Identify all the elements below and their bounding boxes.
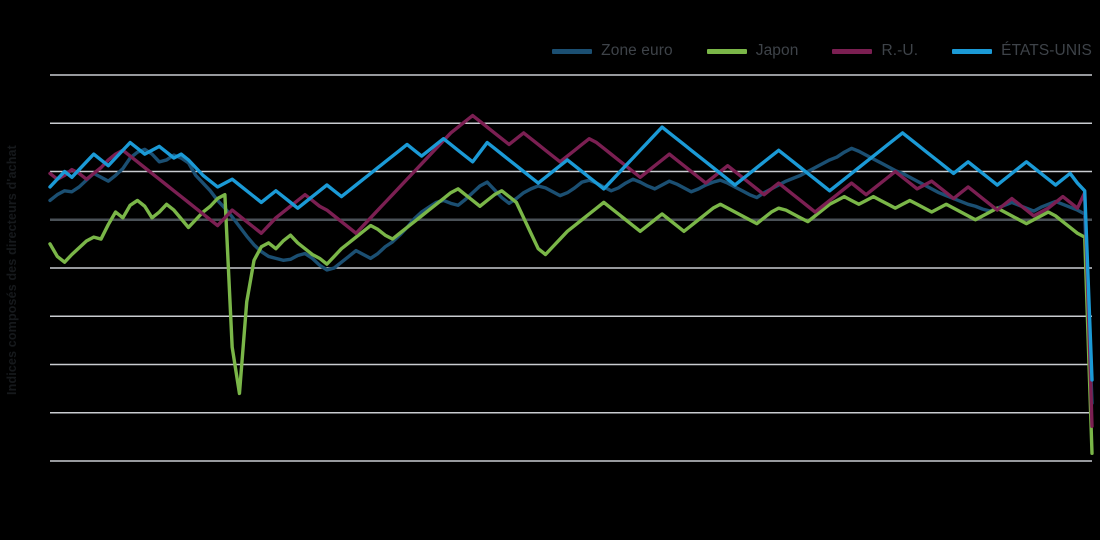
chart-legend: Zone euro Japon R.-U. ÉTATS-UNIS <box>0 38 1100 64</box>
series-lines <box>48 113 1094 455</box>
legend-swatch-etats-unis <box>952 48 993 54</box>
legend-label-etats-unis: ÉTATS-UNIS <box>1001 42 1092 60</box>
legend-swatch-zone-euro <box>552 48 593 54</box>
legend-item-zone-euro[interactable]: Zone euro <box>552 43 673 59</box>
legend-swatch-japon <box>706 48 747 54</box>
series-line-etats-unis <box>48 125 1094 382</box>
legend-label-ru: R.-U. <box>881 42 919 60</box>
legend-label-japon: Japon <box>755 42 799 60</box>
series-line-r-u <box>48 113 1094 428</box>
legend-swatch-ru <box>832 48 873 54</box>
legend-label-zone-euro: Zone euro <box>601 42 673 60</box>
legend-item-ru[interactable]: R.-U. <box>832 43 918 59</box>
series-line-japon <box>48 187 1094 455</box>
legend-item-etats-unis[interactable]: ÉTATS-UNIS <box>952 43 1092 59</box>
series-line-zone-euro <box>48 146 1094 405</box>
gridlines <box>50 74 1092 462</box>
legend-item-japon[interactable]: Japon <box>706 42 799 60</box>
